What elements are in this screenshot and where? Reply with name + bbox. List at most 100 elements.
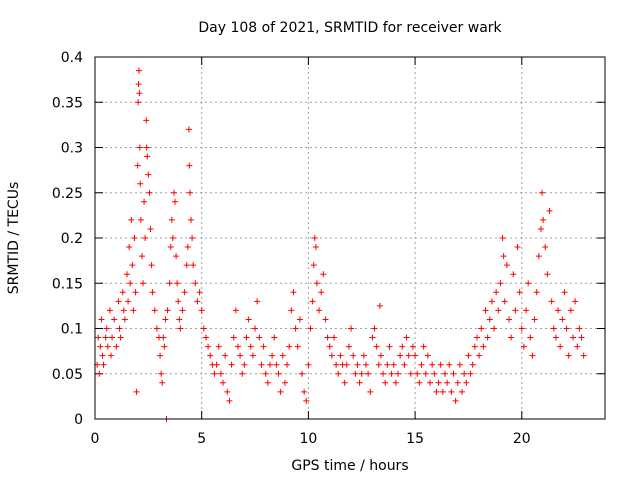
data-point xyxy=(294,343,301,350)
data-point xyxy=(202,334,209,341)
data-point xyxy=(341,379,348,386)
data-point xyxy=(169,235,176,241)
data-point xyxy=(456,361,463,368)
data-point xyxy=(143,144,150,151)
data-point xyxy=(416,379,423,386)
data-point xyxy=(508,334,515,341)
data-point xyxy=(403,334,410,341)
y-tick-label: 0.4 xyxy=(61,50,83,66)
data-point xyxy=(130,307,137,314)
chart-title: Day 108 of 2021, SRMTID for receiver war… xyxy=(198,20,502,36)
data-point xyxy=(133,388,140,395)
data-point xyxy=(441,370,448,377)
data-point xyxy=(103,325,110,332)
data-point xyxy=(392,379,399,386)
x-tick-label: 15 xyxy=(406,431,424,447)
data-point xyxy=(463,379,470,386)
data-point xyxy=(104,343,111,350)
data-point xyxy=(350,352,357,359)
data-point xyxy=(220,379,227,386)
data-point xyxy=(424,352,431,359)
data-point xyxy=(473,334,480,341)
data-point xyxy=(518,325,525,332)
data-point xyxy=(183,262,190,269)
data-point xyxy=(433,388,440,395)
data-point xyxy=(160,334,167,341)
data-point xyxy=(164,307,171,314)
data-point xyxy=(531,316,538,323)
data-point xyxy=(102,334,109,341)
data-point xyxy=(252,325,259,332)
data-point xyxy=(211,370,218,377)
data-point xyxy=(237,352,244,359)
data-point xyxy=(572,298,579,305)
data-point xyxy=(292,325,299,332)
data-point xyxy=(422,370,429,377)
data-point xyxy=(127,280,134,287)
y-tick-label: 0.2 xyxy=(61,231,83,247)
y-axis-label: SRMTID / TECUs xyxy=(6,182,22,295)
data-point xyxy=(298,370,305,377)
data-point xyxy=(260,343,267,350)
data-point xyxy=(448,388,455,395)
data-point xyxy=(390,361,397,368)
data-point xyxy=(435,379,442,386)
data-point xyxy=(196,289,203,296)
data-point xyxy=(384,361,391,368)
data-point xyxy=(345,343,352,350)
data-point xyxy=(184,244,191,251)
data-point xyxy=(388,370,395,377)
data-point xyxy=(135,99,142,106)
data-point xyxy=(168,216,175,223)
data-point xyxy=(217,370,224,377)
data-point xyxy=(249,352,256,359)
data-point xyxy=(439,388,446,395)
data-point xyxy=(429,361,436,368)
data-point xyxy=(363,361,370,368)
data-point xyxy=(365,370,372,377)
data-point xyxy=(437,361,444,368)
data-point xyxy=(181,289,188,296)
data-point xyxy=(95,334,102,341)
data-point xyxy=(142,235,149,241)
data-point xyxy=(158,370,165,377)
data-point xyxy=(254,298,261,305)
data-point xyxy=(343,361,350,368)
data-point xyxy=(467,370,474,377)
data-point xyxy=(386,343,393,350)
data-point xyxy=(476,352,483,359)
data-point xyxy=(151,307,158,314)
x-axis-label: GPS time / hours xyxy=(291,458,408,474)
data-point xyxy=(207,352,214,359)
data-point xyxy=(147,225,154,232)
data-point xyxy=(128,216,135,223)
data-point xyxy=(333,361,340,368)
data-point xyxy=(189,235,196,241)
data-point xyxy=(215,343,222,350)
data-point xyxy=(241,361,248,368)
data-point xyxy=(135,67,142,74)
data-point xyxy=(367,388,374,395)
data-point xyxy=(309,298,316,305)
data-point xyxy=(256,334,263,341)
data-point xyxy=(373,343,380,350)
data-point xyxy=(330,334,337,341)
data-point xyxy=(580,352,587,359)
data-point xyxy=(459,388,466,395)
data-point xyxy=(578,334,585,341)
data-point xyxy=(239,370,246,377)
data-point xyxy=(121,316,128,323)
data-point xyxy=(277,388,284,395)
data-point xyxy=(375,361,382,368)
data-point xyxy=(286,343,293,350)
data-point xyxy=(120,307,127,314)
data-point xyxy=(454,379,461,386)
data-point xyxy=(444,379,451,386)
data-point xyxy=(205,343,212,350)
data-point xyxy=(482,307,489,314)
data-point xyxy=(305,361,312,368)
data-point xyxy=(407,370,414,377)
data-point xyxy=(563,325,570,332)
data-point xyxy=(520,343,527,350)
data-point xyxy=(409,343,416,350)
